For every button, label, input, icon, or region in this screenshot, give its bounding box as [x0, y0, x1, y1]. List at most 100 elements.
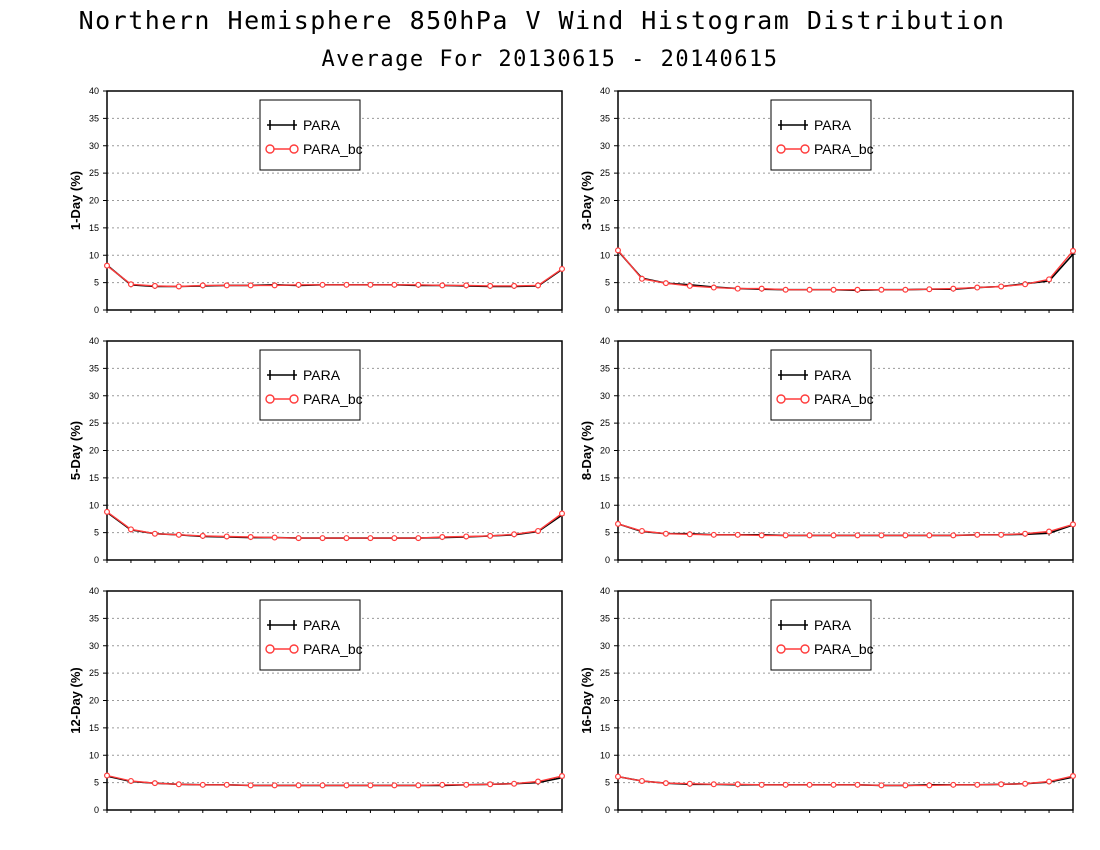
y-tick-label: 30: [600, 641, 610, 651]
y-tick-label: 35: [89, 363, 99, 373]
y-tick-label: 30: [89, 141, 99, 151]
data-point: [439, 282, 446, 289]
data-point: [319, 281, 326, 288]
data-point: [127, 526, 134, 533]
data-point: [391, 782, 398, 789]
y-tick-label: 5: [94, 278, 99, 288]
y-tick-label: 30: [89, 641, 99, 651]
data-point: [1022, 281, 1029, 288]
data-point: [686, 282, 693, 289]
y-tick-label: 25: [600, 168, 610, 178]
series-line-PARA_bc: [106, 774, 563, 787]
y-tick-label: 5: [605, 278, 610, 288]
data-point: [463, 781, 470, 788]
legend-marker: [265, 394, 275, 404]
data-point: [343, 281, 350, 288]
data-point: [558, 510, 565, 517]
data-point: [758, 781, 765, 788]
data-point: [782, 286, 789, 293]
data-point: [175, 531, 182, 538]
data-point: [686, 531, 693, 538]
data-point: [343, 535, 350, 542]
data-point: [614, 773, 621, 780]
plot-frame: [617, 90, 1074, 311]
data-point: [902, 286, 909, 293]
data-point: [175, 283, 182, 290]
data-point: [199, 282, 206, 289]
y-tick-label: 30: [600, 141, 610, 151]
data-point: [535, 527, 542, 534]
legend-label: PARA_bc: [814, 141, 874, 157]
data-point: [558, 265, 565, 272]
y-tick-label: 10: [600, 250, 610, 260]
data-point: [415, 281, 422, 288]
data-point: [806, 532, 813, 539]
data-point: [463, 282, 470, 289]
legend-label: PARA: [814, 117, 852, 133]
data-point: [295, 281, 302, 288]
data-point: [127, 281, 134, 288]
data-point: [487, 781, 494, 788]
series-line-PARA_bc: [617, 523, 1074, 537]
data-point: [247, 782, 254, 789]
data-point: [662, 530, 669, 537]
y-tick-label: 0: [605, 805, 610, 815]
data-point: [974, 531, 981, 538]
data-point: [367, 281, 374, 288]
y-tick-label: 40: [600, 336, 610, 346]
y-tick-label: 5: [605, 778, 610, 788]
y-axis-label: 5-Day (%): [68, 421, 83, 480]
data-point: [902, 532, 909, 539]
data-point: [223, 781, 230, 788]
data-point: [319, 535, 326, 542]
data-point: [950, 781, 957, 788]
chart-panel-3: 0 5 10 15 20 25 30 35 40 5-Day (%) PARA PARA_bc: [68, 336, 565, 565]
chart-title: Northern Hemisphere 850hPa V Wind Histog…: [78, 6, 1006, 35]
data-point: [1046, 276, 1053, 283]
data-point: [926, 286, 933, 293]
y-tick-label: 10: [600, 500, 610, 510]
data-point: [439, 534, 446, 541]
data-point: [271, 282, 278, 289]
legend-box: [259, 99, 361, 171]
legend-marker: [800, 394, 810, 404]
data-point: [535, 778, 542, 785]
data-point: [415, 535, 422, 542]
y-tick-label: 0: [94, 305, 99, 315]
legend-marker: [776, 394, 786, 404]
legend-label: PARA: [814, 617, 852, 633]
data-point: [1046, 778, 1053, 785]
series-line-PARA_bc: [617, 249, 1074, 291]
data-point: [247, 282, 254, 289]
data-point: [998, 781, 1005, 788]
data-point: [103, 262, 110, 269]
y-tick-label: 0: [94, 555, 99, 565]
y-tick-label: 0: [94, 805, 99, 815]
data-point: [686, 780, 693, 787]
y-tick-label: 15: [89, 223, 99, 233]
legend: PARA PARA_bc: [770, 99, 874, 171]
data-point: [151, 780, 158, 787]
data-point: [391, 535, 398, 542]
legend-marker: [289, 394, 299, 404]
plot-frame: [617, 340, 1074, 561]
chart-panel-6: 0 5 10 15 20 25 30 35 40 16-Day (%) PARA PARA_bc: [579, 586, 1076, 815]
data-point: [878, 532, 885, 539]
y-tick-label: 0: [605, 555, 610, 565]
data-point: [830, 781, 837, 788]
data-point: [223, 282, 230, 289]
data-point: [1069, 521, 1076, 528]
data-point: [103, 772, 110, 779]
data-point: [854, 532, 861, 539]
data-point: [614, 520, 621, 527]
legend-box: [259, 349, 361, 421]
data-point: [487, 282, 494, 289]
data-point: [367, 535, 374, 542]
data-point: [367, 782, 374, 789]
y-tick-label: 15: [600, 223, 610, 233]
y-tick-label: 5: [94, 528, 99, 538]
y-tick-label: 5: [605, 528, 610, 538]
legend-marker: [776, 144, 786, 154]
legend-box: [770, 599, 872, 671]
data-point: [1046, 528, 1053, 535]
